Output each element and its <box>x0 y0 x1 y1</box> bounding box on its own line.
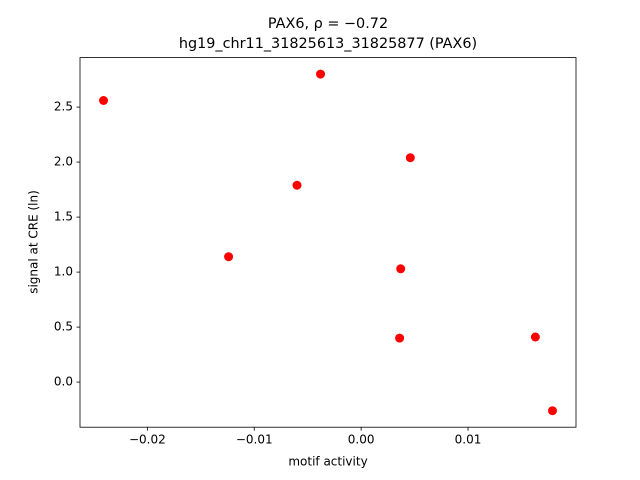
x-tick-label: −0.01 <box>236 433 273 447</box>
point <box>224 252 234 262</box>
y-tick-label: 1.5 <box>54 210 73 224</box>
plot-frame <box>79 57 577 428</box>
y-axis-label: signal at CRE (ln) <box>27 190 41 294</box>
point <box>292 180 302 190</box>
y-tick-label: 2.0 <box>54 155 73 169</box>
point <box>530 332 540 342</box>
y-tick-label: 2.5 <box>54 100 73 114</box>
y-tick-label: 1.0 <box>54 265 73 279</box>
point <box>396 264 406 274</box>
y-tick-label: 0.0 <box>54 375 73 389</box>
point <box>99 96 109 105</box>
point <box>395 333 405 343</box>
point <box>405 153 415 163</box>
point <box>547 406 557 416</box>
x-tick-label: 0.01 <box>455 433 482 447</box>
chart-subtitle: hg19_chr11_31825613_31825877 (PAX6) <box>179 36 477 52</box>
x-tick-label: −0.02 <box>129 433 166 447</box>
x-tick-label: 0.00 <box>348 433 375 447</box>
chart-title: PAX6, ρ = −0.72 <box>268 16 388 32</box>
point <box>316 69 326 79</box>
x-axis-label: motif activity <box>288 455 367 469</box>
y-tick-label: 0.5 <box>54 320 73 334</box>
